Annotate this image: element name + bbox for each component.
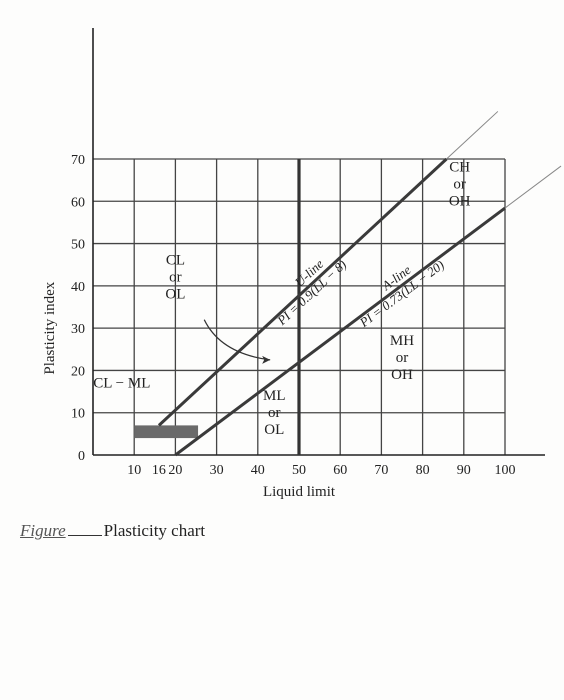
zone-label: CL − ML xyxy=(93,375,150,391)
zone-label: OH xyxy=(449,194,471,210)
x-tick-label: 80 xyxy=(416,463,430,478)
zone-label: OH xyxy=(391,367,413,383)
y-tick-label: 20 xyxy=(71,364,85,379)
zone-label: CL xyxy=(166,253,185,269)
x-tick-label: 10 xyxy=(127,463,141,478)
x-tick-label: 40 xyxy=(251,463,265,478)
cl-ol-arrow xyxy=(203,319,271,361)
x-tick-label: 50 xyxy=(292,463,306,478)
arrow-head-icon xyxy=(262,355,271,364)
zone-label: or xyxy=(268,405,281,421)
x-tick-label: 90 xyxy=(457,463,471,478)
y-tick-label: 10 xyxy=(71,407,85,422)
a-line xyxy=(174,206,506,457)
zone-label: or xyxy=(453,177,466,193)
y-tick-label: 40 xyxy=(71,280,85,295)
figure-caption: Figure Plasticity chart xyxy=(20,521,205,541)
x-tick-label: 70 xyxy=(374,463,388,478)
caption-figure-word: Figure xyxy=(20,521,66,540)
u-line xyxy=(157,157,448,427)
x-axis-title: Liquid limit xyxy=(263,484,336,500)
a-line-extension xyxy=(504,165,562,209)
caption-dash xyxy=(67,535,102,536)
y-tick-label: 60 xyxy=(71,195,85,210)
cl-ml-shaded-zone xyxy=(134,425,199,439)
y-tick-label: 50 xyxy=(71,238,85,253)
x-tick-label: 100 xyxy=(495,463,516,478)
caption-text: Plasticity chart xyxy=(103,521,206,540)
x-tick-label: 16 xyxy=(152,463,166,478)
series xyxy=(134,111,562,457)
zone-label: CH xyxy=(449,160,470,176)
zone-label: or xyxy=(169,270,182,286)
zone-label: or xyxy=(396,350,409,366)
zone-label: MH xyxy=(390,333,414,349)
y-tick-label: 30 xyxy=(71,322,85,337)
zone-label: OL xyxy=(264,422,284,438)
x-tick-label: 60 xyxy=(333,463,347,478)
u-line-extension xyxy=(446,111,499,160)
x-tick-label: 20 xyxy=(168,463,182,478)
y-tick-label: 0 xyxy=(78,449,85,464)
y-tick-label: 70 xyxy=(71,153,85,168)
zone-label: ML xyxy=(263,388,286,404)
y-axis-title: Plasticity index xyxy=(42,281,58,374)
zone-label: OL xyxy=(165,287,185,303)
x-tick-label: 30 xyxy=(210,463,224,478)
